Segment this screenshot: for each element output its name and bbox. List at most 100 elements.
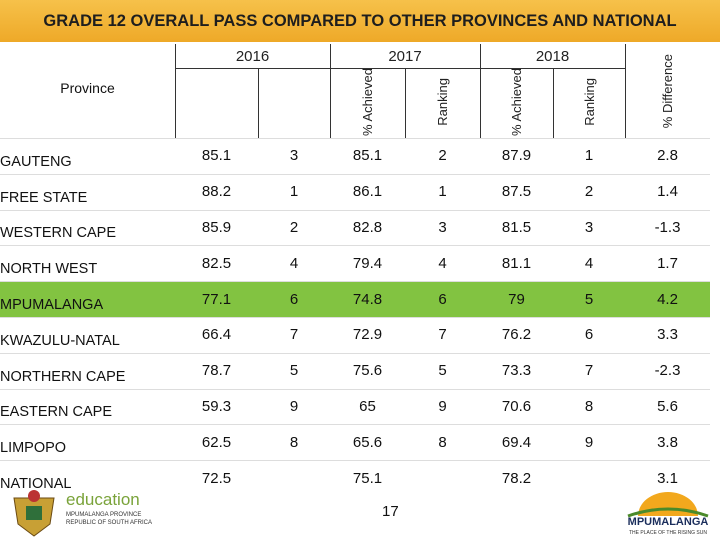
table-cell: 65.6: [352, 433, 383, 451]
table-cell: 2: [289, 218, 299, 236]
province-name: WESTERN CAPE: [0, 225, 117, 242]
border: [258, 68, 259, 138]
sun-icon: [627, 492, 709, 518]
table-cell: 1: [438, 183, 447, 201]
row-border: [0, 352, 710, 354]
province-name: NATIONAL: [0, 475, 72, 492]
subheader: % Achieved: [330, 68, 405, 136]
row-border: [0, 388, 710, 390]
table-cell: 3.1: [657, 469, 678, 487]
table-cell: 5: [438, 362, 447, 380]
table-cell: 3.8: [657, 433, 678, 451]
subheader: % Difference: [625, 44, 710, 138]
row-border: [0, 209, 710, 211]
table-cell: 5.6: [657, 397, 678, 415]
province-name: NORTH WEST: [0, 261, 98, 278]
province-name: FREE STATE: [0, 189, 88, 206]
border: [175, 68, 625, 69]
table-cell: 78.2: [501, 469, 532, 487]
table-cell: 66.4: [201, 326, 232, 344]
subheader: Ranking: [553, 68, 625, 136]
province-header: Province: [60, 80, 115, 96]
table-cell: 1: [584, 147, 594, 165]
row-border: [0, 173, 710, 175]
table-cell: 86.1: [352, 183, 383, 201]
table-cell: 59.3: [201, 397, 232, 415]
highlight-row: [0, 281, 710, 317]
border: [175, 44, 176, 138]
table-cell: 79.4: [352, 254, 383, 272]
table-cell: 4.2: [657, 290, 678, 308]
table-cell: 62.5: [201, 433, 232, 451]
table-cell: 7: [438, 326, 447, 344]
table-cell: 8: [438, 433, 447, 451]
table-cell: 82.5: [201, 254, 232, 272]
border: [330, 44, 331, 138]
table-cell: 4: [438, 254, 447, 272]
table-cell: -2.3: [654, 362, 681, 380]
table-cell: 5: [584, 290, 594, 308]
left-logo: education MPUMALANGA PROVINCE REPUBLIC O…: [0, 488, 160, 540]
table-cell: 4: [289, 254, 299, 272]
table-cell: 85.1: [352, 147, 383, 165]
logo-text: MPUMALANGA: [627, 516, 709, 528]
table-cell: 70.6: [501, 397, 532, 415]
table-cell: 1.7: [657, 254, 678, 272]
border: [625, 44, 626, 138]
year-header: 2016: [235, 47, 270, 65]
table-cell: 2: [438, 147, 447, 165]
table-cell: 78.7: [201, 362, 232, 380]
table-cell: 81.5: [501, 218, 532, 236]
table-cell: 76.2: [501, 326, 532, 344]
subheader-text: % Difference: [660, 53, 675, 129]
table-cell: 88.2: [201, 183, 232, 201]
table-cell: 3.3: [657, 326, 678, 344]
year-header: 2017: [388, 47, 422, 65]
logo-text: education: [66, 490, 140, 509]
table-cell: 77.1: [201, 290, 232, 308]
row-border: [0, 424, 710, 426]
right-logo: MPUMALANGA THE PLACE OF THE RISING SUN: [618, 488, 718, 540]
table-cell: 72.5: [201, 469, 232, 487]
table-cell: 9: [438, 397, 447, 415]
province-name: KWAZULU-NATAL: [0, 332, 120, 349]
table-cell: 87.5: [501, 183, 532, 201]
province-name: NORTHERN CAPE: [0, 368, 126, 385]
table-cell: 3: [438, 218, 447, 236]
page-number: 17: [382, 503, 399, 520]
border: [480, 44, 481, 138]
province-name: EASTERN CAPE: [0, 404, 112, 421]
table-cell: 7: [584, 362, 594, 380]
table-cell: 85.1: [201, 147, 232, 165]
title-bar: GRADE 12 OVERALL PASS COMPARED TO OTHER …: [0, 0, 720, 42]
table-cell: 5: [289, 362, 299, 380]
table-cell: 81.1: [501, 254, 532, 272]
logo-line: MPUMALANGA PROVINCE: [66, 512, 142, 518]
table-cell: 69.4: [501, 433, 532, 451]
table-cell: 3: [289, 147, 299, 165]
table-cell: 65: [359, 397, 376, 415]
table-cell: 4: [584, 254, 594, 272]
title: GRADE 12 OVERALL PASS COMPARED TO OTHER …: [43, 11, 677, 30]
subheader-text: Ranking: [581, 78, 597, 126]
table-cell: 7: [289, 326, 299, 344]
subheader-text: Ranking: [435, 78, 450, 126]
subheader-text: % Achieved: [509, 68, 524, 136]
logo-tagline: THE PLACE OF THE RISING SUN: [629, 530, 707, 536]
table-cell: 75.6: [352, 362, 383, 380]
province-name: LIMPOPO: [0, 440, 67, 457]
table-cell: 6: [438, 290, 447, 308]
table-cell: 87.9: [501, 147, 532, 165]
table-cell: 2: [584, 183, 594, 201]
row-border: [0, 317, 710, 318]
border: [553, 68, 554, 138]
table-cell: 72.9: [352, 326, 383, 344]
table-cell: 3: [584, 218, 594, 236]
subheader-text: % Achieved: [360, 68, 375, 136]
table-cell: 6: [289, 290, 299, 308]
table-cell: 75.1: [352, 469, 383, 487]
coat-of-arms: [13, 490, 55, 537]
table-cell: 74.8: [352, 290, 383, 308]
row-border: [0, 245, 710, 247]
